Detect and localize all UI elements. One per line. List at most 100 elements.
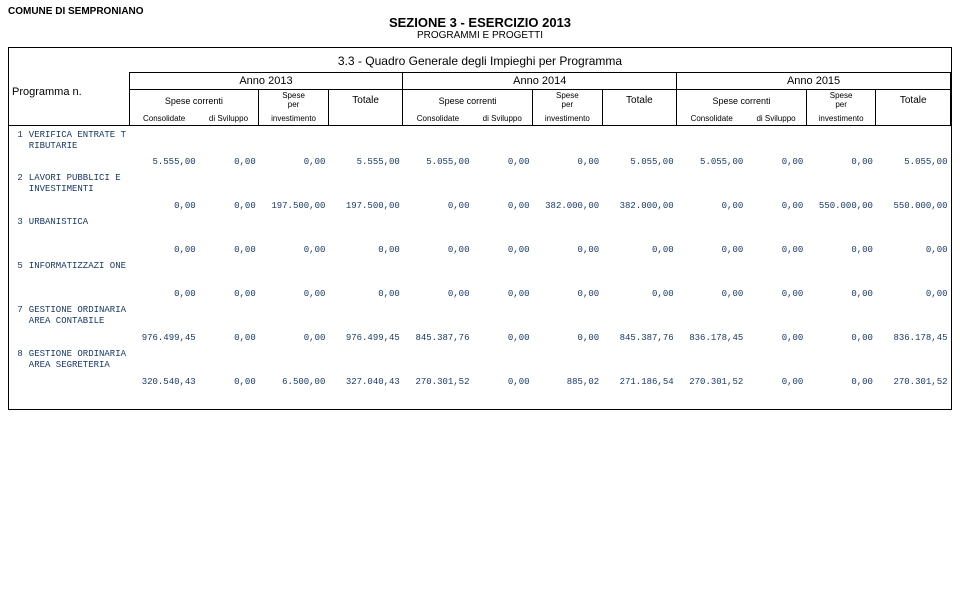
row-index: 7 (9, 301, 26, 345)
cell-value: 0,00 (533, 301, 603, 345)
col-programma: Programma n. (9, 73, 129, 112)
cell-value: 270.301,52 (876, 345, 951, 389)
cell-value: 0,00 (328, 257, 402, 301)
col-year-2: Anno 2014 (403, 73, 677, 90)
cell-value: 0,00 (259, 301, 329, 345)
table-row: 1VERIFICA ENTRATE TRIBUTARIE5.555,000,00… (9, 125, 951, 169)
cell-value: 0,00 (259, 213, 329, 257)
cell-value: 0,00 (602, 213, 676, 257)
cell-value: 0,00 (259, 257, 329, 301)
table-title: 3.3 - Quadro Generale degli Impieghi per… (9, 48, 951, 72)
main-panel: 3.3 - Quadro Generale degli Impieghi per… (8, 47, 952, 410)
cell-value: 0,00 (876, 257, 951, 301)
cell-value: 0,00 (806, 301, 876, 345)
col-investimento: investimento (806, 112, 876, 126)
cell-value: 5.055,00 (876, 125, 951, 169)
cell-value: 0,00 (472, 169, 532, 213)
col-investimento: investimento (533, 112, 603, 126)
cell-value: 0,00 (806, 125, 876, 169)
cell-value: 0,00 (876, 213, 951, 257)
col-programma-spacer (9, 112, 129, 126)
col-di-sviluppo: di Sviluppo (199, 112, 259, 126)
cell-value: 0,00 (472, 257, 532, 301)
col-totale: Totale (328, 90, 402, 112)
doc-header: COMUNE DI SEMPRONIANO SEZIONE 3 - ESERCI… (8, 6, 952, 41)
table-head: Programma n. Anno 2013 Anno 2014 Anno 20… (9, 73, 951, 126)
lbl-per: per (835, 100, 847, 109)
table-row: 7GESTIONE ORDINARIA AREA CONTABILE976.49… (9, 301, 951, 345)
cell-value: 0,00 (677, 257, 747, 301)
row-name: VERIFICA ENTRATE TRIBUTARIE (26, 125, 129, 169)
col-spese-correnti: Spese correnti (403, 90, 533, 112)
cell-value: 382.000,00 (602, 169, 676, 213)
col-investimento: investimento (259, 112, 329, 126)
cell-value: 0,00 (472, 125, 532, 169)
col-di-sviluppo: di Sviluppo (472, 112, 532, 126)
cell-value: 6.500,00 (259, 345, 329, 389)
cell-value: 0,00 (806, 257, 876, 301)
cell-value: 0,00 (199, 169, 259, 213)
cell-value: 270.301,52 (677, 345, 747, 389)
cell-value: 0,00 (403, 213, 473, 257)
lbl-per: per (288, 100, 300, 109)
cell-value: 0,00 (806, 345, 876, 389)
row-name: URBANISTICA (26, 213, 129, 257)
cell-value: 270.301,52 (403, 345, 473, 389)
cell-value: 550.000,00 (806, 169, 876, 213)
row-name: INFORMATIZZAZI ONE (26, 257, 129, 301)
cell-value: 0,00 (199, 257, 259, 301)
col-spese: Spese per (533, 90, 603, 112)
cell-value: 976.499,45 (129, 301, 199, 345)
lbl-per: per (562, 100, 574, 109)
col-totale-spacer (602, 112, 676, 126)
cell-value: 0,00 (259, 125, 329, 169)
cell-value: 382.000,00 (533, 169, 603, 213)
cell-value: 0,00 (472, 213, 532, 257)
cell-value: 0,00 (746, 169, 806, 213)
cell-value: 197.500,00 (328, 169, 402, 213)
cell-value: 0,00 (129, 169, 199, 213)
row-index: 3 (9, 213, 26, 257)
cell-value: 0,00 (129, 257, 199, 301)
lbl-spese: Spese (282, 91, 305, 100)
row-name: LAVORI PUBBLICI E INVESTIMENTI (26, 169, 129, 213)
table-row: 8GESTIONE ORDINARIA AREA SEGRETERIA320.5… (9, 345, 951, 389)
cell-value: 0,00 (746, 257, 806, 301)
section-subtitle: PROGRAMMI E PROGETTI (8, 30, 952, 41)
table-body: 1VERIFICA ENTRATE TRIBUTARIE5.555,000,00… (9, 125, 951, 389)
col-di-sviluppo: di Sviluppo (746, 112, 806, 126)
cell-value: 5.055,00 (403, 125, 473, 169)
cell-value: 0,00 (199, 301, 259, 345)
col-spese: Spese per (259, 90, 329, 112)
table-row: 5INFORMATIZZAZI ONE0,000,000,000,000,000… (9, 257, 951, 301)
cell-value: 845.387,76 (403, 301, 473, 345)
cell-value: 0,00 (533, 213, 603, 257)
cell-value: 0,00 (403, 169, 473, 213)
col-consolidate: Consolidate (403, 112, 473, 126)
row-name: GESTIONE ORDINARIA AREA CONTABILE (26, 301, 129, 345)
col-year-1: Anno 2013 (129, 73, 403, 90)
cell-value: 0,00 (806, 213, 876, 257)
col-spese: Spese per (806, 90, 876, 112)
cell-value: 271.186,54 (602, 345, 676, 389)
cell-value: 0,00 (328, 213, 402, 257)
cell-value: 327.040,43 (328, 345, 402, 389)
cell-value: 836.178,45 (677, 301, 747, 345)
cell-value: 0,00 (199, 125, 259, 169)
col-consolidate: Consolidate (677, 112, 747, 126)
cell-value: 0,00 (677, 169, 747, 213)
cell-value: 0,00 (602, 257, 676, 301)
cell-value: 5.555,00 (129, 125, 199, 169)
cell-value: 5.055,00 (602, 125, 676, 169)
cell-value: 845.387,76 (602, 301, 676, 345)
col-consolidate: Consolidate (129, 112, 199, 126)
cell-value: 0,00 (199, 345, 259, 389)
col-spese-correnti: Spese correnti (129, 90, 259, 112)
table-row: 3URBANISTICA0,000,000,000,000,000,000,00… (9, 213, 951, 257)
cell-value: 550.000,00 (876, 169, 951, 213)
table-row: 2LAVORI PUBBLICI E INVESTIMENTI0,000,001… (9, 169, 951, 213)
cell-value: 0,00 (129, 213, 199, 257)
col-totale-spacer (328, 112, 402, 126)
cell-value: 5.055,00 (677, 125, 747, 169)
cell-value: 0,00 (746, 213, 806, 257)
